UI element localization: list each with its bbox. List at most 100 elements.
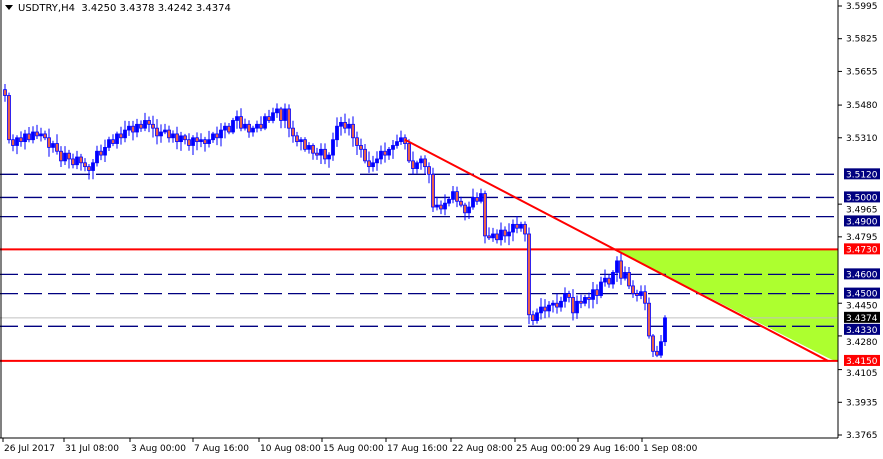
candle (255, 120, 259, 133)
price-tick-label: 3.3765 (846, 431, 878, 441)
candle (511, 219, 515, 242)
bear-candle-body (35, 131, 39, 137)
candle (135, 118, 139, 138)
bear-candle-body (267, 116, 271, 121)
price-tick-label: 3.4280 (846, 338, 878, 348)
bull-candle-body (179, 135, 183, 143)
candle (391, 139, 395, 159)
bull-candle-body (539, 306, 543, 314)
bear-candle-body (455, 191, 459, 202)
candle (455, 186, 459, 208)
bull-candle-body (211, 133, 215, 141)
candle (59, 146, 63, 168)
chart-title: USDTRY,H4 3.4250 3.4378 3.4242 3.4374 (5, 3, 231, 14)
bear-candle-body (503, 229, 507, 237)
bull-candle-body (255, 123, 259, 129)
price-tick-label: 3.4105 (846, 369, 878, 379)
current-price-label-bg (844, 311, 880, 323)
candle (235, 110, 239, 129)
candle (355, 131, 359, 156)
candle (375, 151, 379, 171)
candle (183, 133, 187, 145)
candle (575, 295, 579, 319)
bear-candle-body (7, 95, 11, 141)
bear-candle-body (523, 223, 527, 235)
bear-candle-body (655, 350, 659, 356)
bull-candle-body (639, 291, 643, 296)
candle (243, 118, 247, 131)
candle (471, 188, 475, 210)
bear-candle-body (151, 123, 155, 129)
candle (635, 289, 639, 302)
candle (587, 292, 591, 309)
candle (447, 196, 451, 207)
bull-candle-body (235, 116, 239, 121)
level-label: 3.5120 (846, 170, 878, 180)
high-value: 3.4378 (119, 3, 155, 14)
candle (267, 109, 271, 124)
price-tick-label: 3.4965 (846, 205, 878, 215)
candle (487, 227, 491, 240)
candle (15, 135, 19, 155)
candle (99, 144, 103, 161)
bear-candle-body (147, 120, 151, 125)
bear-candle-body (463, 204, 467, 214)
bear-candle-body (67, 152, 71, 160)
candle (359, 138, 363, 158)
candle (451, 185, 455, 204)
time-tick-label: 10 Aug 08:00 (260, 444, 321, 454)
candle (179, 131, 183, 151)
candle (515, 216, 519, 234)
price-tick-label: 3.4450 (846, 302, 878, 312)
bull-candle-body (75, 156, 79, 166)
bear-candle-body (619, 260, 623, 279)
candle (363, 144, 367, 164)
bull-candle-body (107, 139, 111, 148)
candle (231, 117, 235, 135)
bull-candle-body (471, 197, 475, 208)
candle (119, 126, 123, 145)
bull-candle-body (551, 302, 555, 306)
bear-candle-body (175, 133, 179, 143)
candle (275, 103, 279, 118)
candle (303, 137, 307, 152)
bull-candle-body (207, 139, 211, 144)
bull-candle-body (659, 341, 663, 356)
bull-candle-body (115, 133, 119, 144)
candle (623, 266, 627, 281)
candle (639, 285, 643, 300)
candle (195, 132, 199, 151)
bull-candle-body (299, 139, 303, 143)
bull-candle-body (395, 141, 399, 146)
bear-candle-body (595, 289, 599, 296)
bull-candle-body (563, 293, 567, 302)
bear-candle-body (495, 233, 499, 241)
candle (279, 106, 283, 129)
bull-candle-body (275, 108, 279, 114)
bull-candle-body (91, 162, 95, 171)
bull-candle-body (535, 312, 539, 321)
candle (535, 308, 539, 324)
candle (491, 227, 495, 242)
candle (163, 123, 167, 135)
time-tick-label: 26 Jul 2017 (4, 444, 55, 454)
bull-candle-body (547, 304, 551, 312)
candle (523, 221, 527, 242)
triangle-down-icon[interactable] (5, 5, 13, 10)
candle (503, 226, 507, 243)
candle (107, 136, 111, 152)
bull-candle-body (499, 229, 503, 241)
bear-candle-body (363, 148, 367, 162)
bear-candle-body (291, 127, 295, 137)
bull-candle-body (603, 277, 607, 283)
candle (155, 119, 159, 145)
bear-candle-body (459, 200, 463, 206)
bull-candle-body (223, 125, 227, 131)
candle (211, 131, 215, 143)
bear-candle-body (87, 166, 91, 171)
candle (579, 294, 583, 309)
price-tick-label: 3.4795 (846, 233, 878, 243)
candle (103, 139, 107, 163)
bull-candle-body (623, 272, 627, 279)
